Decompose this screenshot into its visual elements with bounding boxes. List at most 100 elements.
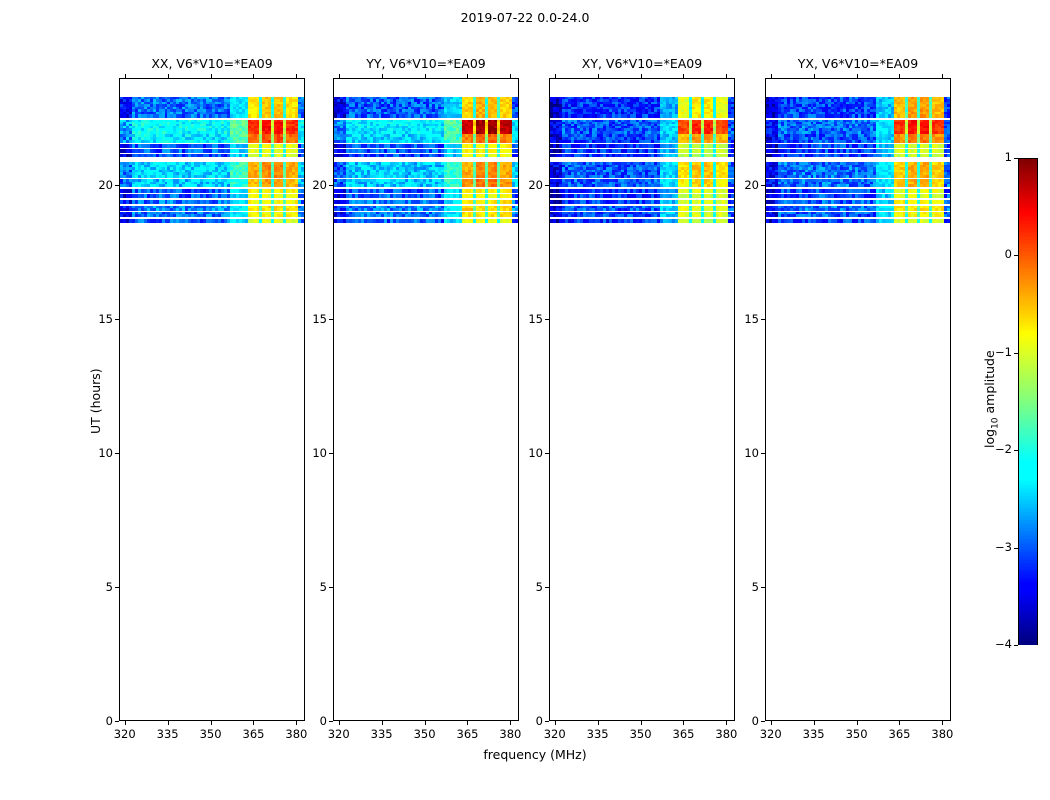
y-tick-mark <box>545 587 549 589</box>
colorbar-segment <box>1019 412 1037 416</box>
x-tick-label: 320 <box>325 727 353 741</box>
colorbar-segment <box>1019 423 1037 427</box>
spectrum-row <box>120 162 304 178</box>
colorbar-segment <box>1019 277 1037 281</box>
colorbar-segment <box>1019 388 1037 392</box>
spectrum-row <box>766 153 950 157</box>
colorbar-segment <box>1019 363 1037 368</box>
y-tick-mark <box>761 319 765 321</box>
spectrum-row <box>334 188 518 193</box>
colorbar-segment <box>1019 485 1037 489</box>
spectrum-row <box>120 219 304 223</box>
colorbar-segment <box>1019 595 1037 599</box>
colorbar-segment <box>1019 223 1037 228</box>
x-tick-mark <box>597 721 599 725</box>
x-tick-mark-top <box>813 74 815 78</box>
colorbar-segment <box>1019 358 1037 362</box>
colorbar-segment <box>1019 304 1037 308</box>
colorbar-segment <box>1019 377 1037 381</box>
colorbar-segment <box>1019 350 1037 354</box>
y-tick-mark <box>545 319 549 321</box>
heatmap-data-xx <box>120 79 304 720</box>
colorbar-segment <box>1019 611 1037 616</box>
colorbar-segment <box>1019 482 1037 486</box>
colorbar-segment <box>1019 479 1037 484</box>
x-tick-label: 380 <box>928 727 956 741</box>
colorbar-segment <box>1019 245 1037 249</box>
colorbar-segment <box>1019 490 1037 494</box>
x-tick-mark-top <box>296 74 298 78</box>
spectrum-row <box>334 144 518 149</box>
colorbar-segment <box>1019 159 1037 163</box>
x-tick-mark <box>167 721 169 725</box>
x-tick-mark <box>640 721 642 725</box>
colorbar-segment <box>1019 336 1037 341</box>
y-tick-mark <box>115 721 119 722</box>
colorbar-segment <box>1019 468 1037 473</box>
y-tick-label: 5 <box>733 580 759 594</box>
colorbar-segment <box>1019 342 1037 346</box>
x-tick-label: 335 <box>584 727 612 741</box>
y-tick-label: 10 <box>87 446 113 460</box>
colorbar-segment <box>1019 603 1037 607</box>
colorbar-segment <box>1019 374 1037 378</box>
colorbar-segment <box>1019 177 1037 182</box>
colorbar-segment <box>1019 366 1037 370</box>
y-tick-label: 0 <box>733 714 759 728</box>
y-tick-label: 15 <box>87 312 113 326</box>
colorbar-segment <box>1019 272 1037 276</box>
colorbar-segment <box>1019 641 1037 645</box>
spectrum-row <box>550 188 734 193</box>
colorbar-segment <box>1019 328 1037 333</box>
spectrum-row <box>334 206 518 211</box>
spectrum-row <box>120 119 304 134</box>
colorbar-segment <box>1019 164 1037 168</box>
colorbar[interactable] <box>1018 158 1038 645</box>
colorbar-segment <box>1019 509 1037 513</box>
y-tick-label: 5 <box>517 580 543 594</box>
spectrum-row <box>550 119 734 134</box>
y-tick-label: 20 <box>733 178 759 192</box>
colorbar-segment <box>1019 299 1037 303</box>
spectrum-row <box>766 206 950 211</box>
colorbar-segment <box>1019 323 1037 327</box>
spectrum-row <box>334 179 518 188</box>
spectrum-row <box>334 96 518 118</box>
spectrum-row <box>550 200 734 205</box>
colorbar-segment <box>1019 493 1037 497</box>
colorbar-tick-mark <box>1014 547 1018 549</box>
colorbar-segment <box>1019 608 1037 613</box>
x-tick-label: 335 <box>368 727 396 741</box>
spectrum-row <box>550 206 734 211</box>
colorbar-segment <box>1019 256 1037 260</box>
y-tick-mark <box>545 453 549 455</box>
colorbar-segment <box>1019 584 1037 589</box>
colorbar-tick-label: −4 <box>984 637 1012 651</box>
x-tick-mark <box>338 721 340 725</box>
colorbar-segment <box>1019 315 1037 319</box>
y-tick-mark <box>329 319 333 321</box>
colorbar-segment <box>1019 614 1037 618</box>
spectrum-row <box>334 200 518 205</box>
spectrum-row <box>766 188 950 193</box>
x-tick-mark <box>942 721 944 725</box>
x-tick-mark <box>813 721 815 725</box>
x-tick-mark <box>510 721 512 725</box>
colorbar-segment <box>1019 379 1037 384</box>
x-tick-mark-top <box>124 74 126 78</box>
colorbar-tick-mark <box>1014 450 1018 452</box>
colorbar-segment <box>1019 334 1037 338</box>
colorbar-segment <box>1019 549 1037 554</box>
x-tick-mark-top <box>424 74 426 78</box>
x-tick-mark <box>124 721 126 725</box>
colorbar-segment <box>1019 312 1037 316</box>
y-tick-mark <box>329 453 333 455</box>
x-tick-mark-top <box>856 74 858 78</box>
colorbar-segment <box>1019 250 1037 254</box>
panel-title-yx: YX, V6*V10=*EA09 <box>765 56 951 71</box>
x-tick-mark-top <box>554 74 556 78</box>
colorbar-segment <box>1019 371 1037 376</box>
colorbar-segment <box>1019 169 1037 174</box>
spectrum-row <box>120 134 304 143</box>
colorbar-segment <box>1019 568 1037 572</box>
